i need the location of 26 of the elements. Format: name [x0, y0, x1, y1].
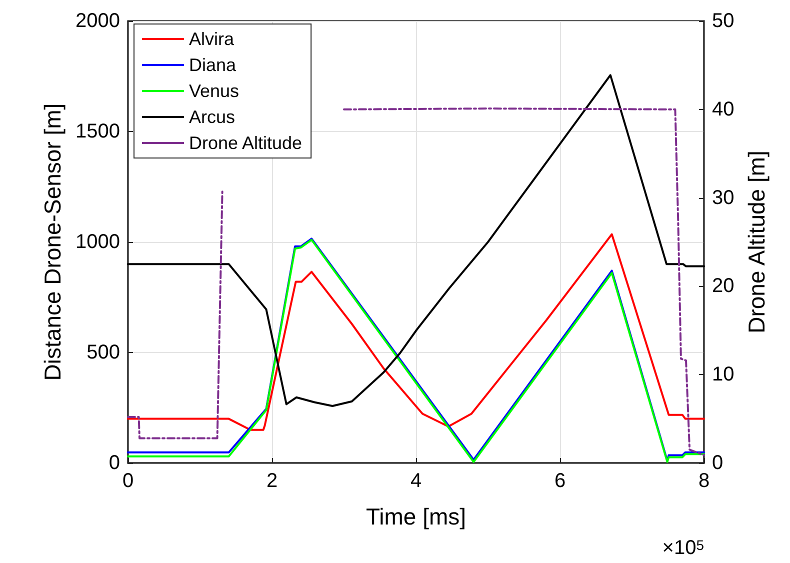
x-tick-label: 2 — [266, 470, 278, 492]
legend-label: Alvira — [189, 29, 235, 49]
y-tick-label: 1500 — [76, 120, 120, 142]
x-axis-title: Time [ms] — [366, 504, 466, 530]
x-tick-label: 0 — [122, 470, 134, 492]
line-series — [127, 74, 705, 407]
y-axis-title: Distance Drone-Sensor [m] — [40, 103, 66, 381]
y2-tick-label: 0 — [712, 452, 724, 474]
y-tick-label: 2000 — [76, 10, 120, 32]
y-tick-label: 1000 — [76, 231, 120, 253]
line-series — [127, 233, 705, 431]
y2-tick-label: 20 — [712, 275, 734, 298]
y2-tick-label: 30 — [712, 186, 734, 209]
y-tick-label: 500 — [86, 342, 120, 364]
legend-label: Diana — [189, 55, 238, 75]
x-tick-label: 4 — [410, 470, 422, 492]
y-tick-label: 0 — [108, 452, 120, 474]
y2-tick-label: 40 — [712, 98, 734, 120]
y2-axis-title: Drone Altitude [m] — [744, 150, 770, 334]
legend-label: Drone Altitude — [189, 133, 302, 153]
x-tick-label: 6 — [554, 470, 566, 492]
legend-label: Arcus — [189, 107, 236, 127]
y2-tick-label: 50 — [712, 10, 734, 32]
x-tick-label: 8 — [698, 470, 710, 492]
y2-tick-label: 10 — [712, 364, 734, 386]
legend-label: Venus — [189, 81, 240, 101]
